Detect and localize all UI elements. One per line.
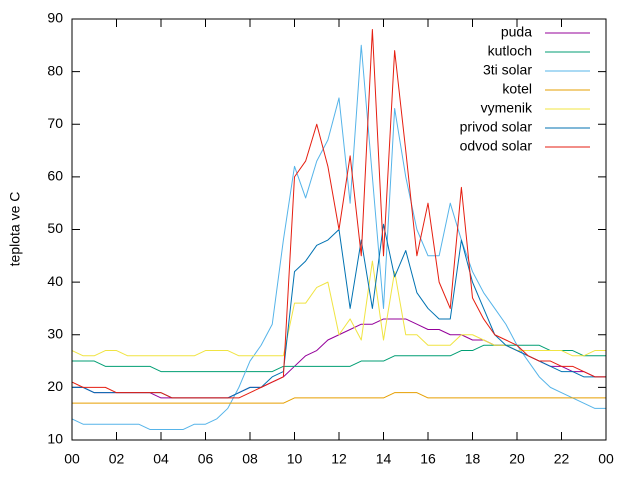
x-tick-label: 00 bbox=[598, 451, 614, 467]
plot-frame bbox=[71, 18, 607, 441]
x-tick-label: 02 bbox=[109, 451, 125, 467]
legend-label: 3ti solar bbox=[483, 62, 532, 78]
x-tick-label: 20 bbox=[509, 451, 525, 467]
y-axis-label: teplota ve C bbox=[7, 192, 23, 267]
x-tick-label: 08 bbox=[242, 451, 258, 467]
y-tick-label: 50 bbox=[47, 220, 63, 236]
x-tick-label: 12 bbox=[331, 451, 347, 467]
y-tick-label: 10 bbox=[47, 431, 63, 447]
y-tick-label: 70 bbox=[47, 115, 63, 131]
x-tick-label: 14 bbox=[376, 451, 392, 467]
x-tick-label: 00 bbox=[64, 451, 80, 467]
x-tick-label: 22 bbox=[554, 451, 570, 467]
y-tick-label: 30 bbox=[47, 325, 63, 341]
y-tick-label: 60 bbox=[47, 168, 63, 184]
x-tick-label: 16 bbox=[420, 451, 436, 467]
legend-label: kotel bbox=[502, 81, 532, 97]
legend-label: vymenik bbox=[481, 100, 533, 116]
y-tick-label: 80 bbox=[47, 62, 63, 78]
x-tick-label: 10 bbox=[287, 451, 303, 467]
series-line bbox=[71, 29, 606, 399]
y-tick-label: 40 bbox=[47, 273, 63, 289]
legend-label: kutloch bbox=[488, 43, 532, 59]
legend-label: privod solar bbox=[460, 119, 533, 135]
x-tick-label: 06 bbox=[198, 451, 214, 467]
y-tick-label: 20 bbox=[47, 378, 63, 394]
y-tick-label: 90 bbox=[47, 10, 63, 26]
x-tick-label: 04 bbox=[153, 451, 169, 467]
legend-label: puda bbox=[501, 24, 532, 40]
x-tick-label: 18 bbox=[465, 451, 481, 467]
legend-label: odvod solar bbox=[460, 138, 533, 154]
series-line bbox=[72, 392, 606, 404]
